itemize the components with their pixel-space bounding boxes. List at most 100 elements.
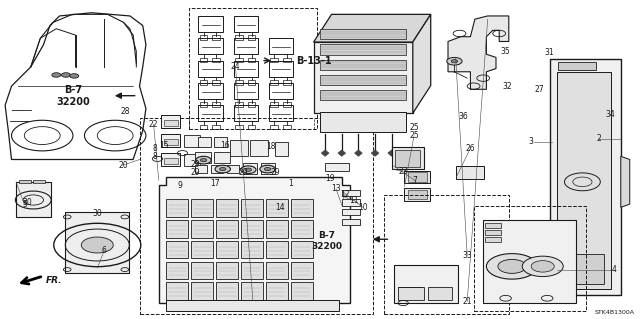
Bar (216, 199, 238, 217)
Bar (212, 35, 220, 40)
Bar (216, 220, 238, 238)
Bar (266, 282, 288, 300)
Text: 28: 28 (121, 107, 130, 116)
Bar (191, 262, 213, 279)
Bar (200, 102, 207, 107)
Text: 15: 15 (159, 141, 170, 150)
Bar (184, 135, 200, 147)
Bar (557, 72, 611, 289)
Bar (404, 171, 430, 183)
Bar (243, 163, 257, 174)
Bar (198, 16, 223, 32)
Bar (216, 241, 238, 258)
Circle shape (264, 167, 271, 171)
Bar (384, 195, 509, 314)
Text: 4: 4 (612, 265, 617, 274)
Circle shape (245, 168, 252, 171)
Text: 5: 5 (22, 200, 27, 209)
Bar (230, 140, 248, 156)
Bar (269, 61, 293, 77)
Bar (314, 42, 413, 113)
Bar (164, 139, 178, 145)
Circle shape (241, 166, 256, 174)
Bar (270, 125, 278, 129)
Text: STK4B1300A: STK4B1300A (595, 310, 635, 315)
Polygon shape (314, 14, 431, 42)
Bar (291, 262, 313, 279)
Text: 29: 29 (190, 168, 200, 177)
Text: 6: 6 (102, 246, 107, 255)
Circle shape (498, 259, 526, 273)
Circle shape (447, 57, 462, 65)
Bar (550, 59, 621, 295)
Bar (161, 115, 180, 128)
Bar (189, 8, 317, 129)
Text: 11: 11 (349, 197, 358, 205)
Polygon shape (448, 16, 509, 89)
Bar (161, 153, 180, 166)
Text: 7: 7 (412, 176, 417, 185)
Text: B-7
32200: B-7 32200 (311, 231, 342, 250)
Text: 29: 29 (270, 168, 280, 177)
Bar (235, 102, 243, 107)
Bar (320, 75, 406, 85)
Bar (248, 58, 255, 62)
Bar (270, 80, 278, 85)
Bar (195, 152, 211, 163)
Bar (200, 35, 207, 40)
Bar (235, 125, 243, 129)
Bar (191, 199, 213, 217)
Text: 16: 16 (220, 141, 230, 150)
Bar (166, 262, 188, 279)
Text: 32: 32 (502, 82, 513, 91)
Text: 17: 17 (210, 179, 220, 188)
Bar (241, 241, 263, 258)
Bar (266, 199, 288, 217)
Bar (283, 80, 291, 85)
Bar (191, 282, 213, 300)
Circle shape (451, 60, 458, 63)
Bar (33, 180, 45, 183)
Bar (291, 241, 313, 258)
Bar (283, 125, 291, 129)
Text: 29: 29 (190, 160, 200, 169)
Bar (140, 118, 373, 314)
Circle shape (531, 261, 554, 272)
Text: 13: 13 (331, 184, 341, 193)
Bar (235, 80, 243, 85)
Bar (234, 61, 258, 77)
Bar (227, 165, 239, 173)
Text: 25: 25 (409, 123, 419, 132)
Bar (266, 220, 288, 238)
Text: 14: 14 (275, 204, 285, 212)
Text: 8: 8 (152, 152, 157, 161)
Text: 27: 27 (534, 85, 545, 94)
Bar (235, 35, 243, 40)
Bar (16, 182, 51, 217)
Polygon shape (338, 150, 346, 156)
Bar (161, 134, 180, 147)
Bar (166, 300, 339, 311)
Bar (241, 282, 263, 300)
Bar (214, 137, 227, 147)
Bar (212, 125, 220, 129)
Circle shape (486, 254, 538, 279)
Polygon shape (159, 177, 350, 303)
Text: 10: 10 (358, 203, 368, 212)
Text: 1: 1 (288, 179, 293, 188)
Bar (320, 29, 406, 39)
Bar (195, 165, 207, 173)
Polygon shape (621, 156, 630, 207)
Bar (394, 265, 458, 303)
Bar (248, 102, 255, 107)
Bar (275, 142, 288, 156)
Bar (392, 147, 424, 169)
Bar (212, 58, 220, 62)
Text: FR.: FR. (46, 276, 63, 285)
Bar (248, 125, 255, 129)
Bar (248, 35, 255, 40)
Bar (212, 102, 220, 107)
Bar (342, 199, 360, 206)
Bar (270, 58, 278, 62)
Polygon shape (413, 14, 431, 113)
